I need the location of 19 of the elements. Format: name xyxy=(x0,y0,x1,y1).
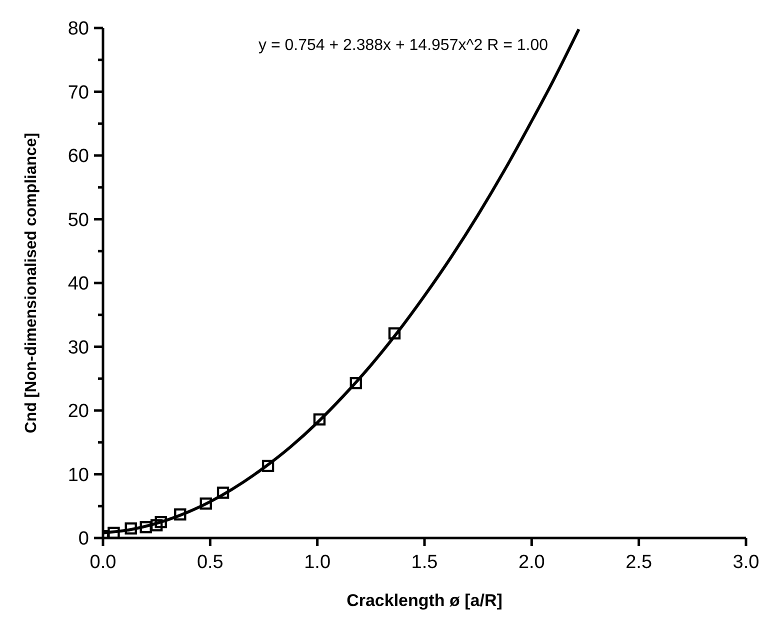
y-tick-label: 80 xyxy=(68,18,89,40)
y-tick-label: 40 xyxy=(68,274,89,295)
x-tick-label: 2.0 xyxy=(518,552,545,573)
y-tick-label: 50 xyxy=(68,210,89,231)
y-tick-label: 60 xyxy=(68,146,89,168)
y-tick-label: 30 xyxy=(68,337,89,358)
annotation: y = 0.754 + 2.388x + 14.957x^2 R = 1.00 xyxy=(258,37,548,54)
x-tick-label: 1.5 xyxy=(411,552,438,573)
y-tick-label: 0 xyxy=(78,528,89,550)
x-tick-label: 0.5 xyxy=(196,552,224,573)
y-tick-label: 20 xyxy=(68,401,89,422)
y-axis-title: Cnd [Non-dimensionalised compliance] xyxy=(23,132,40,434)
y-tick-label: 70 xyxy=(68,82,89,104)
x-tick-label: 3.0 xyxy=(732,552,760,573)
x-tick-label: 0.0 xyxy=(90,552,116,573)
y-tick-label: 10 xyxy=(68,464,89,486)
x-axis-title: Cracklength ø [a/R] xyxy=(346,591,502,610)
x-tick-label: 1.0 xyxy=(304,552,331,573)
x-tick-label: 2.5 xyxy=(626,552,652,573)
